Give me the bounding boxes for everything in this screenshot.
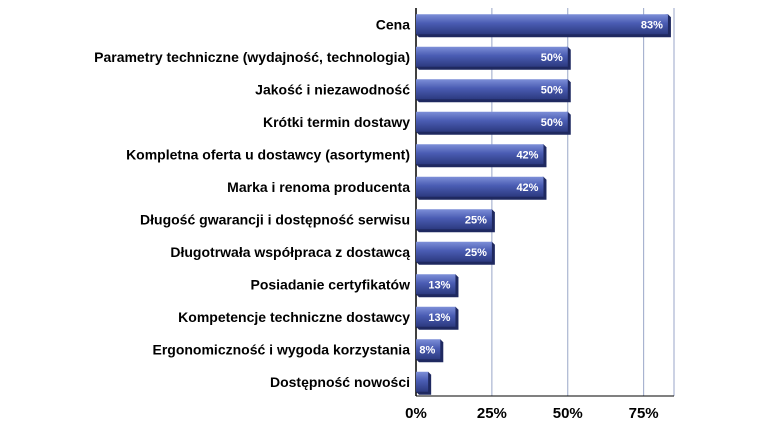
data-label: 13% bbox=[428, 312, 450, 324]
data-label: 42% bbox=[516, 149, 538, 161]
x-tick-label: 75% bbox=[629, 405, 659, 422]
data-label: 50% bbox=[541, 117, 563, 129]
bar bbox=[416, 144, 544, 165]
data-label: 13% bbox=[428, 279, 450, 291]
category-label: Krótki termin dostawy bbox=[263, 114, 410, 130]
x-tick-label: 50% bbox=[553, 405, 583, 422]
bar bbox=[416, 176, 544, 197]
bar bbox=[416, 371, 429, 392]
data-label: 42% bbox=[516, 182, 538, 194]
data-label: 25% bbox=[465, 214, 487, 226]
x-tick-label: 0% bbox=[405, 405, 427, 422]
bar bbox=[416, 14, 668, 35]
data-label: 50% bbox=[541, 52, 563, 64]
bar bbox=[416, 241, 492, 262]
data-label: 25% bbox=[465, 247, 487, 259]
category-label: Posiadanie certyfikatów bbox=[250, 276, 410, 292]
bar bbox=[416, 111, 568, 132]
data-label: 8% bbox=[419, 344, 435, 356]
category-label: Ergonomiczność i wygoda korzystania bbox=[152, 341, 410, 357]
category-label: Marka i renoma producenta bbox=[227, 179, 410, 195]
data-label: 83% bbox=[641, 19, 663, 31]
bar bbox=[416, 274, 456, 295]
bar bbox=[416, 46, 568, 67]
bars: 83% 50% 50% 50% 42% 42% 25% 25% 13% 13% 8% bbox=[416, 14, 671, 395]
bar bbox=[416, 306, 456, 327]
bar bbox=[416, 209, 492, 230]
x-axis-ticks: 0% 25% 50% 75% bbox=[405, 405, 659, 422]
category-label: Dostępność nowości bbox=[270, 374, 410, 390]
category-labels: Cena Parametry techniczne (wydajność, tec… bbox=[94, 16, 410, 390]
x-tick-label: 25% bbox=[477, 405, 507, 422]
bar bbox=[416, 79, 568, 100]
bar bbox=[416, 339, 441, 360]
category-label: Kompetencje techniczne dostawcy bbox=[178, 309, 410, 325]
category-label: Jakość i niezawodność bbox=[255, 81, 410, 97]
category-label: Długość gwarancji i dostępność serwisu bbox=[140, 211, 410, 227]
category-label: Długotrwała współpraca z dostawcą bbox=[170, 244, 410, 260]
data-label: 50% bbox=[541, 84, 563, 96]
category-label: Kompletna oferta u dostawcy (asortyment) bbox=[126, 146, 410, 162]
gridlines bbox=[415, 8, 675, 397]
category-label: Cena bbox=[376, 16, 410, 32]
category-label: Parametry techniczne (wydajność, technol… bbox=[94, 49, 410, 65]
